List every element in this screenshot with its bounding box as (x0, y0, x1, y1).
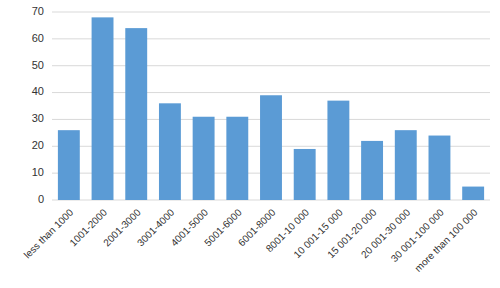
bar (327, 101, 349, 200)
x-tick-label: less than 1000 (22, 206, 76, 260)
bar (159, 103, 181, 200)
grid-line (52, 65, 490, 66)
bar (294, 149, 316, 200)
y-tick-label: 30 (32, 112, 44, 124)
x-tick-label: more than 100 000 (413, 206, 480, 273)
y-tick-label: 40 (32, 85, 44, 97)
y-tick-label: 10 (32, 166, 44, 178)
y-tick-label: 20 (32, 139, 44, 151)
bar (58, 130, 80, 200)
bar (92, 17, 114, 200)
chart-svg: 0 10 20 30 40 50 60 70 less than 10001001-200020… (0, 0, 500, 288)
bar (395, 130, 417, 200)
bar (361, 141, 383, 200)
y-axis: 0 10 20 30 40 50 60 70 (32, 5, 490, 205)
y-tick-label: 70 (32, 5, 44, 17)
chart-container: 0 10 20 30 40 50 60 70 less than 10001001-200020… (0, 0, 500, 288)
y-tick-label: 50 (32, 59, 44, 71)
bar (260, 95, 282, 200)
grid-line (52, 92, 490, 93)
grid-line (52, 38, 490, 39)
bars (58, 17, 484, 200)
x-axis: less than 10001001-20002001-30003001-400… (22, 206, 480, 273)
bar (462, 187, 484, 200)
bar (226, 117, 248, 200)
bar (193, 117, 215, 200)
bar (125, 28, 147, 200)
grid-line (52, 12, 490, 13)
bar (429, 136, 451, 200)
y-tick-label: 0 (38, 193, 44, 205)
y-tick-label: 60 (32, 32, 44, 44)
